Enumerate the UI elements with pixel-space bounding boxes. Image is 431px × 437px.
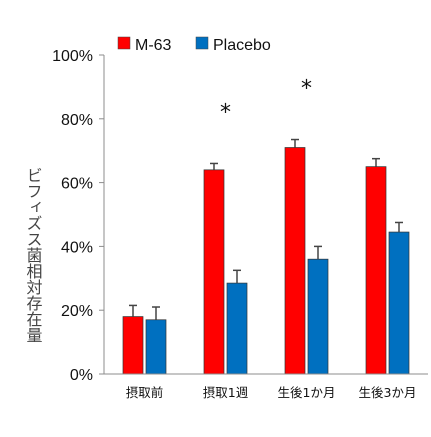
significance-star: * [220,100,231,125]
legend-swatch-m63 [117,36,131,50]
bar-placebo [388,231,410,375]
significance-markers: ** [220,77,312,126]
y-tick-label: 100% [52,48,93,65]
x-tick-label: 生後3か月 [359,385,417,400]
y-tick-label: 40% [61,239,93,256]
bar-m-63 [122,316,144,375]
bars [122,147,410,375]
bar-m-63 [365,166,387,375]
y-tick-label: 80% [61,112,93,129]
bar-placebo [307,258,329,375]
x-axis-categories: 摂取前 摂取1週 生後1か月 生後3か月 [126,385,417,400]
x-tick-label: 摂取前 [126,385,164,400]
bar-placebo [145,319,167,375]
y-tick-label: 0% [70,367,93,384]
bar-placebo [226,282,248,375]
legend-swatch-placebo [195,36,209,50]
y-tick-label: 20% [61,303,93,320]
legend: M-63 Placebo [117,36,271,54]
legend-label-m63: M-63 [135,37,172,54]
x-tick-label: 摂取1週 [203,385,249,400]
y-axis-label: ビフィズス菌相対存在量 [24,167,43,343]
legend-label-placebo: Placebo [213,37,271,54]
error-bars [129,138,403,320]
significance-star: * [301,77,312,102]
bar-m-63 [284,147,306,375]
x-tick-label: 生後1か月 [278,385,336,400]
y-tick-label: 60% [61,176,93,193]
bar-m-63 [203,169,225,375]
y-axis-ticks: 0% 20% 40% 60% 80% 100% [52,48,104,384]
